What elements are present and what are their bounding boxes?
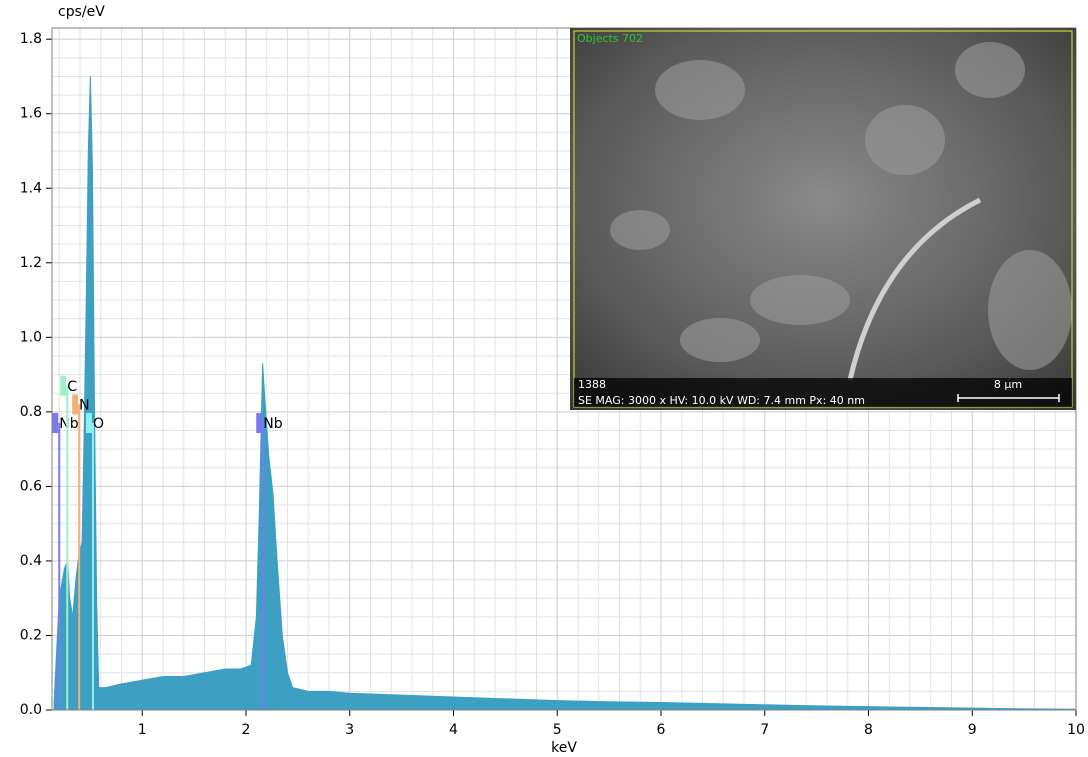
y-tick-label: 0.6 (20, 478, 42, 494)
sem-scale-bar (957, 394, 1060, 402)
y-tick-label: 1.6 (20, 106, 42, 122)
sem-texture (610, 42, 1072, 370)
x-tick-label: 10 (1067, 722, 1085, 738)
x-tick-label: 1 (138, 722, 147, 738)
y-axis-label: cps/eV (58, 4, 105, 20)
element-marker (256, 413, 263, 434)
y-tick-label: 0.0 (20, 702, 42, 718)
x-tick-label: 7 (760, 722, 769, 738)
y-tick-label: 1.2 (20, 255, 42, 271)
sem-title: Objects 702 (577, 32, 643, 45)
element-marker (52, 413, 59, 434)
element-label: C (67, 379, 77, 395)
x-tick-label: 3 (345, 722, 354, 738)
sem-ridge (847, 197, 982, 381)
y-tick-label: 0.2 (20, 627, 42, 643)
element-marker (72, 394, 79, 415)
element-label: Nb (263, 416, 282, 432)
x-tick-label: 8 (864, 722, 873, 738)
element-label: Nb (59, 416, 78, 432)
element-label: N (79, 397, 89, 413)
x-tick-label: 2 (242, 722, 251, 738)
grid (52, 28, 1077, 711)
y-tick-label: 0.4 (20, 553, 42, 569)
sem-info-bar (574, 378, 1072, 407)
y-tick-label: 1.0 (20, 329, 42, 345)
y-tick-label: 1.4 (20, 180, 42, 196)
x-tick-label: 5 (553, 722, 562, 738)
sem-id: 1388 (578, 378, 606, 391)
x-tick-label: 9 (968, 722, 977, 738)
plot: Nb CNO Nb (52, 76, 1077, 711)
x-axis-label: keV (551, 740, 577, 756)
x-tick-label: 4 (449, 722, 458, 738)
element-marker (85, 413, 92, 434)
x-tick-label: 6 (657, 722, 666, 738)
element-label: O (93, 416, 104, 432)
sem-inset: Objects 702 1388 SE MAG: 3000 x HV: 10.0… (570, 28, 1076, 410)
sem-info: SE MAG: 3000 x HV: 10.0 kV WD: 7.4 mm Px… (578, 394, 865, 407)
y-tick-label: 1.8 (20, 31, 42, 47)
spectrum (53, 76, 1077, 711)
y-tick-label: 0.8 (20, 404, 42, 420)
element-marker (60, 375, 67, 396)
sem-scale-label: 8 µm (994, 378, 1022, 391)
